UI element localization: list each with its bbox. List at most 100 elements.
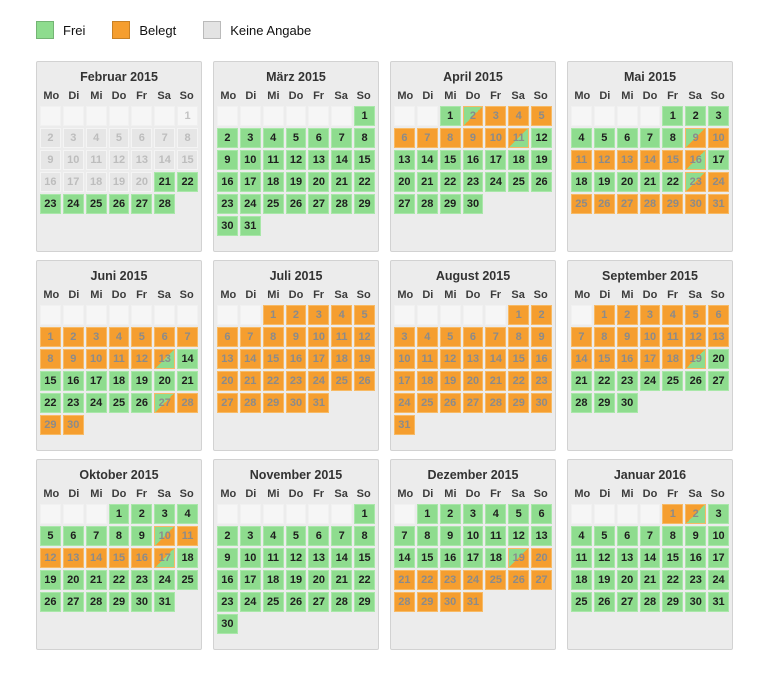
day-cell: 20 xyxy=(462,371,484,391)
day-cell: 17 xyxy=(308,349,330,369)
day-cell: 22 xyxy=(108,570,130,590)
day-cell: 13 xyxy=(62,548,84,568)
day-cell: 6 xyxy=(394,128,415,148)
day-cell: 31 xyxy=(394,415,415,435)
day-cell: 17 xyxy=(485,150,507,170)
day-cell: 15 xyxy=(354,548,375,568)
month-title: Februar 2015 xyxy=(80,70,158,84)
weekday-label: Do xyxy=(642,488,658,500)
blank-cell xyxy=(531,614,552,634)
day-cell: 26 xyxy=(508,570,530,590)
weekday-label: Sa xyxy=(157,488,171,500)
day-cell: 6 xyxy=(217,327,238,347)
day-cell: 18 xyxy=(331,349,353,369)
day-cell: 30 xyxy=(217,216,238,236)
day-cell: 21 xyxy=(331,570,353,590)
day-cell: 19 xyxy=(439,371,461,391)
day-cell: 23 xyxy=(439,570,461,590)
day-cell: 14 xyxy=(331,150,353,170)
day-cell: 22 xyxy=(262,371,284,391)
day-cell: 14 xyxy=(85,548,107,568)
day-cell: 20 xyxy=(154,371,176,391)
day-cell: 18 xyxy=(571,172,592,192)
weekday-label: Mi xyxy=(444,488,457,500)
day-cell: 5 xyxy=(685,305,707,325)
weekday-label: Mo xyxy=(220,488,237,500)
month-panel: Januar 2016 Mo Di Mi Do Fr Sa So 1 2 3 4 5 6 7 8 9 10 11 12… xyxy=(567,459,733,650)
day-cell: 26 xyxy=(354,371,375,391)
day-cell: 16 xyxy=(40,172,61,192)
day-cell: 11 xyxy=(485,526,507,546)
day-cell: 25 xyxy=(508,172,530,192)
day-cell: 3 xyxy=(485,106,507,126)
legend-swatch-keine-angabe-icon xyxy=(203,21,222,39)
day-cell: 13 xyxy=(616,150,638,170)
blank-cell xyxy=(40,106,61,126)
weekday-label: Di xyxy=(68,90,80,102)
day-cell: 10 xyxy=(154,526,176,546)
weekday-label: Mi xyxy=(267,289,280,301)
month-panel: Juni 2015 Mo Di Mi Do Fr Sa So 1 2 3 4 5 6 7 8 9 10 11 12 13… xyxy=(36,260,202,451)
blank-cell xyxy=(594,216,615,236)
day-cell: 11 xyxy=(108,349,130,369)
day-cell: 26 xyxy=(285,592,307,612)
weekday-label: Mo xyxy=(397,488,414,500)
day-cell: 18 xyxy=(416,371,438,391)
day-cell: 29 xyxy=(439,194,461,214)
day-cell: 16 xyxy=(62,371,84,391)
day-cell: 5 xyxy=(285,128,307,148)
month-panel: November 2015 Mo Di Mi Do Fr Sa So 1 2 3 4 5 6 7 8 9 10 11… xyxy=(213,459,379,650)
day-cell: 30 xyxy=(62,415,84,435)
day-cell: 16 xyxy=(462,150,484,170)
weekday-label: Mo xyxy=(574,90,591,102)
day-cell: 1 xyxy=(416,504,438,524)
day-cell: 27 xyxy=(462,393,484,413)
weekday-label: Fr xyxy=(667,289,679,301)
day-cell: 20 xyxy=(616,570,638,590)
day-cell: 7 xyxy=(394,526,415,546)
weekday-label: Mo xyxy=(43,488,60,500)
day-cell: 30 xyxy=(531,393,552,413)
day-cell: 21 xyxy=(85,570,107,590)
day-cell: 1 xyxy=(662,106,684,126)
day-cell: 7 xyxy=(331,526,353,546)
day-cell: 29 xyxy=(593,393,615,413)
blank-cell xyxy=(440,216,461,236)
day-cell: 6 xyxy=(531,504,552,524)
weekday-label: Mo xyxy=(397,289,414,301)
legend: Frei Belegt Keine Angabe xyxy=(36,21,773,39)
day-cell: 23 xyxy=(217,194,238,214)
day-cell: 29 xyxy=(662,592,684,612)
blank-cell xyxy=(394,305,415,325)
day-cell: 21 xyxy=(485,371,507,391)
day-cell: 24 xyxy=(239,592,261,612)
day-cell: 28 xyxy=(331,194,353,214)
day-cell: 11 xyxy=(177,526,198,546)
blank-cell xyxy=(508,592,529,612)
weekday-label: Sa xyxy=(511,90,525,102)
blank-cell xyxy=(154,216,175,236)
day-cell: 23 xyxy=(531,371,552,391)
day-cell: 8 xyxy=(439,128,461,148)
legend-label-frei: Frei xyxy=(63,22,86,38)
day-cell: 22 xyxy=(177,172,198,192)
blank-cell xyxy=(616,504,638,524)
day-cell: 13 xyxy=(308,150,330,170)
day-cell: 28 xyxy=(639,194,661,214)
blank-cell xyxy=(331,106,353,126)
day-cell: 13 xyxy=(394,150,415,170)
weekday-label: Mi xyxy=(90,289,103,301)
day-cell: 25 xyxy=(416,393,438,413)
weekday-label: So xyxy=(710,90,725,102)
day-cell: 29 xyxy=(508,393,530,413)
day-cell: 20 xyxy=(308,172,330,192)
day-cell: 7 xyxy=(331,128,353,148)
day-cell: 4 xyxy=(262,526,284,546)
day-cell: 3 xyxy=(708,106,729,126)
day-cell: 24 xyxy=(708,570,729,590)
month-title: Mai 2015 xyxy=(623,70,677,84)
day-cell: 7 xyxy=(571,327,592,347)
day-cell: 24 xyxy=(639,371,661,391)
weekday-label: Mo xyxy=(43,90,60,102)
blank-cell xyxy=(417,614,438,634)
